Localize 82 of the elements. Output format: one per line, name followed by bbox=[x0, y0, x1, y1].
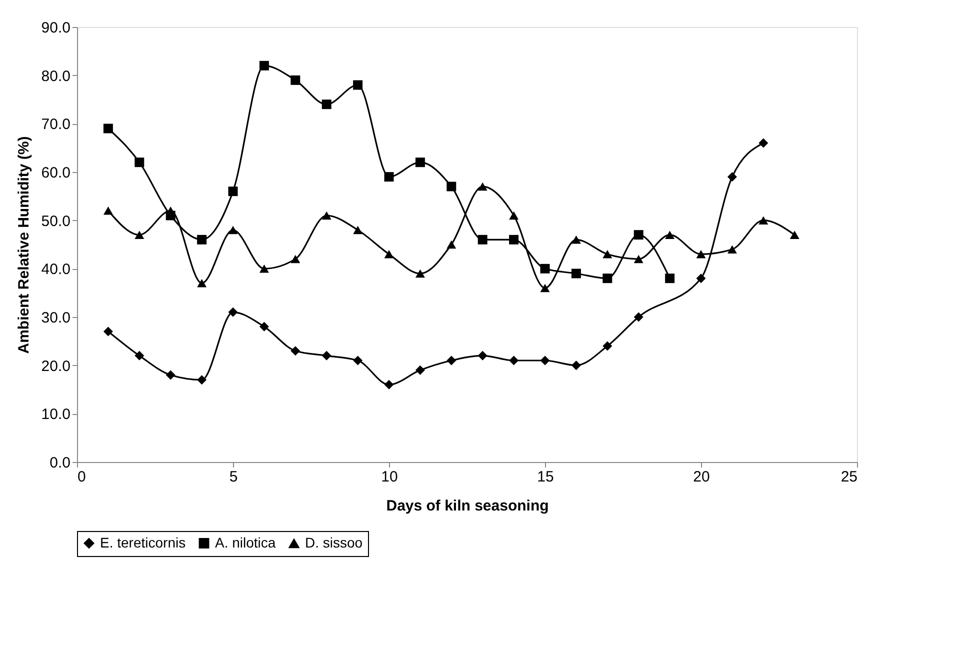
point bbox=[446, 182, 456, 192]
point bbox=[571, 236, 581, 244]
point bbox=[384, 172, 394, 182]
point bbox=[197, 234, 207, 244]
point bbox=[665, 230, 675, 239]
point bbox=[322, 350, 332, 360]
y-axis-title: Ambient Relative Humidity (%) bbox=[15, 136, 32, 354]
point bbox=[228, 307, 238, 317]
point bbox=[259, 322, 269, 332]
point bbox=[540, 264, 550, 274]
point bbox=[134, 158, 144, 168]
y-tick-label: 0.0 bbox=[50, 454, 70, 472]
point bbox=[228, 226, 238, 234]
point bbox=[478, 350, 488, 360]
legend-label: A. nilotica bbox=[215, 534, 276, 550]
point bbox=[322, 211, 332, 220]
point bbox=[353, 80, 363, 90]
point bbox=[290, 75, 300, 85]
point bbox=[727, 172, 737, 182]
point bbox=[353, 226, 363, 234]
point bbox=[103, 124, 113, 134]
point bbox=[634, 230, 644, 240]
point bbox=[259, 60, 269, 70]
point bbox=[103, 326, 113, 336]
point bbox=[696, 250, 706, 258]
point bbox=[571, 268, 581, 278]
point bbox=[290, 346, 300, 356]
point bbox=[634, 254, 644, 264]
point bbox=[384, 380, 394, 390]
y-tick-label: 70.0 bbox=[41, 116, 70, 134]
legend-label: E. tereticornis bbox=[100, 534, 186, 550]
point bbox=[353, 356, 363, 366]
point bbox=[540, 356, 550, 366]
point bbox=[478, 234, 488, 244]
y-tick-label: 80.0 bbox=[41, 68, 70, 85]
point bbox=[415, 365, 425, 375]
point bbox=[602, 250, 612, 258]
point bbox=[602, 274, 612, 284]
point bbox=[727, 245, 737, 254]
point bbox=[790, 230, 800, 239]
x-tick-label: 20 bbox=[693, 468, 710, 486]
y-tick-label: 90.0 bbox=[41, 20, 70, 36]
y-tick-label: 60.0 bbox=[41, 164, 70, 182]
point bbox=[602, 341, 612, 351]
point bbox=[134, 350, 144, 360]
point bbox=[665, 274, 675, 284]
point bbox=[509, 211, 519, 220]
legend-label: D. sissoo bbox=[305, 534, 363, 550]
point bbox=[696, 274, 706, 284]
point bbox=[166, 370, 176, 380]
y-tick-label: 50.0 bbox=[41, 212, 70, 230]
point bbox=[134, 230, 144, 239]
point bbox=[197, 375, 207, 385]
point bbox=[290, 254, 300, 264]
point bbox=[758, 138, 768, 148]
point bbox=[322, 100, 332, 110]
point bbox=[259, 264, 269, 273]
x-tick-label: 10 bbox=[381, 468, 398, 486]
point bbox=[509, 234, 519, 244]
point bbox=[634, 312, 644, 322]
x-tick-label: 5 bbox=[229, 468, 238, 486]
y-tick-label: 30.0 bbox=[41, 310, 70, 326]
point bbox=[228, 186, 238, 196]
x-tick-label: 25 bbox=[840, 468, 858, 486]
point bbox=[103, 206, 113, 215]
x-axis-title: Days of kiln seasoning bbox=[386, 498, 549, 514]
point bbox=[509, 356, 519, 366]
point bbox=[446, 240, 456, 249]
point bbox=[571, 360, 581, 370]
point bbox=[540, 284, 550, 292]
point bbox=[197, 279, 207, 288]
y-tick-label: 10.0 bbox=[41, 406, 70, 424]
x-tick-label: 15 bbox=[537, 468, 554, 486]
x-tick-label: 0 bbox=[78, 468, 86, 486]
point bbox=[446, 356, 456, 366]
point bbox=[478, 182, 488, 191]
point bbox=[758, 216, 768, 224]
point bbox=[384, 250, 394, 258]
point bbox=[415, 269, 425, 278]
y-tick-label: 20.0 bbox=[41, 358, 70, 375]
point bbox=[415, 158, 425, 168]
y-tick-label: 40.0 bbox=[41, 261, 70, 278]
